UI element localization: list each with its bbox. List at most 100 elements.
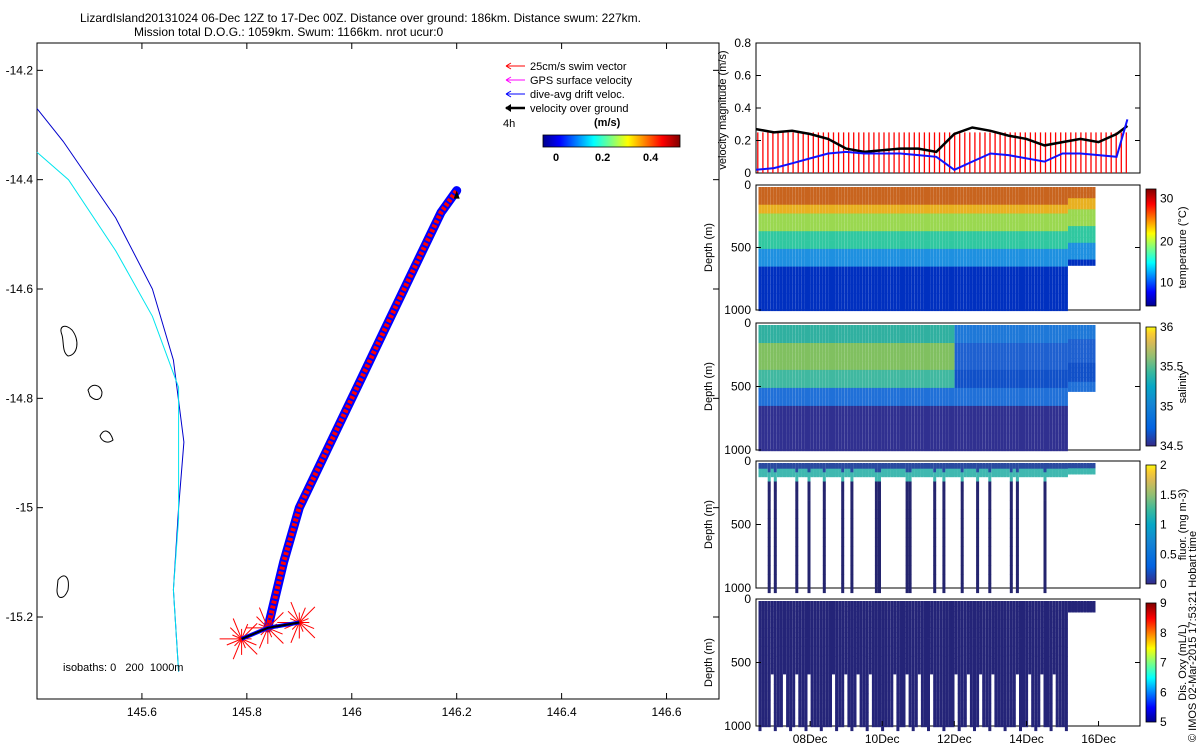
profile-sample xyxy=(780,646,783,655)
profile-sample xyxy=(1001,325,1004,334)
profile-sample xyxy=(1047,231,1050,240)
profile-sample xyxy=(906,472,909,482)
profile-sample xyxy=(817,187,820,196)
profile-sample xyxy=(1028,334,1031,343)
profile-sample xyxy=(1040,406,1043,415)
profile-sample xyxy=(930,187,933,196)
profile-sample xyxy=(872,352,875,361)
profile-sample xyxy=(887,397,890,406)
profile-sample xyxy=(774,712,777,722)
profile-sample xyxy=(1089,339,1092,344)
profile-sample xyxy=(936,406,939,415)
profile-sample xyxy=(814,267,817,276)
profile-sample xyxy=(838,352,841,361)
profile-sample xyxy=(777,361,780,370)
profile-sample xyxy=(1086,243,1089,249)
profile-sample xyxy=(771,606,774,612)
profile-sample xyxy=(835,334,838,343)
profile-sample xyxy=(829,222,832,231)
profile-sample xyxy=(805,433,808,442)
profile-sample xyxy=(792,284,795,293)
profile-sample xyxy=(918,258,921,267)
profile-sample xyxy=(967,258,970,267)
profile-sample xyxy=(1053,442,1056,451)
profile-sample xyxy=(1004,343,1007,352)
profile-sample xyxy=(912,293,915,302)
profile-sample xyxy=(976,361,979,370)
profile-sample xyxy=(1044,415,1047,424)
profile-sample xyxy=(903,442,906,451)
profile-sample xyxy=(808,196,811,205)
profile-sample xyxy=(759,694,762,704)
profile-sample xyxy=(1071,204,1074,210)
profile-sample xyxy=(854,187,857,196)
profile-sample xyxy=(1053,205,1056,214)
profile-sample xyxy=(921,388,924,397)
profile-sample xyxy=(961,222,964,231)
profile-sample xyxy=(964,352,967,361)
profile-sample xyxy=(817,334,820,343)
profile-sample xyxy=(900,302,903,311)
profile-sample xyxy=(1007,415,1010,424)
profile-sample xyxy=(1022,275,1025,284)
profile-sample xyxy=(1062,275,1065,284)
profile-sample xyxy=(814,424,817,433)
profile-sample xyxy=(771,334,774,343)
profile-sample xyxy=(805,284,808,293)
profile-sample xyxy=(777,284,780,293)
profile-sample xyxy=(780,475,783,477)
profile-sample xyxy=(949,258,952,267)
profile-sample xyxy=(1004,442,1007,451)
profile-sample xyxy=(1028,325,1031,334)
profile-sample xyxy=(982,379,985,388)
profile-sample xyxy=(774,361,777,370)
profile-sample xyxy=(789,675,792,685)
swim-vector xyxy=(230,628,241,639)
profile-sample xyxy=(823,397,826,406)
profile-sample xyxy=(857,433,860,442)
profile-sample xyxy=(912,302,915,311)
profile-sample xyxy=(918,388,921,397)
profile-sample xyxy=(866,205,869,214)
profile-sample xyxy=(976,379,979,388)
profile-sample xyxy=(1004,361,1007,370)
profile-sample xyxy=(1074,473,1077,475)
profile-sample xyxy=(792,397,795,406)
profile-sample xyxy=(1062,424,1065,433)
profile-sample xyxy=(759,388,762,397)
profile-sample xyxy=(893,302,896,311)
profile-sample xyxy=(854,325,857,334)
profile-sample xyxy=(823,231,826,240)
profile-sample xyxy=(829,249,832,258)
profile-sample xyxy=(921,352,924,361)
profile-sample xyxy=(798,302,801,311)
profile-sample xyxy=(933,415,936,424)
profile-sample xyxy=(1019,475,1022,477)
profile-sample xyxy=(860,388,863,397)
profile-sample xyxy=(826,267,829,276)
profile-sample xyxy=(909,556,912,566)
profile-sample xyxy=(829,275,832,284)
profile-sample xyxy=(850,482,853,492)
profile-sample xyxy=(958,379,961,388)
figure-title-line2: Mission total D.O.G.: 1059km. Swum: 1166… xyxy=(134,25,444,39)
profile-sample xyxy=(1028,370,1031,379)
profile-sample xyxy=(1071,339,1074,344)
salinity-ytick-label: 500 xyxy=(731,380,751,394)
profile-sample xyxy=(789,666,792,676)
profile-sample xyxy=(1016,240,1019,249)
profile-sample xyxy=(988,275,991,284)
profile-sample xyxy=(942,222,945,231)
profile-sample xyxy=(967,424,970,433)
profile-sample xyxy=(1077,353,1080,358)
profile-sample xyxy=(1083,382,1086,387)
profile-sample xyxy=(1025,424,1028,433)
profile-sample xyxy=(838,258,841,267)
profile-sample xyxy=(930,205,933,214)
profile-sample xyxy=(930,442,933,451)
profile-sample xyxy=(1093,193,1096,199)
profile-sample xyxy=(949,352,952,361)
profile-sample xyxy=(869,397,872,406)
profile-sample xyxy=(1083,368,1086,373)
map-xtick-label: 145.6 xyxy=(127,705,157,719)
